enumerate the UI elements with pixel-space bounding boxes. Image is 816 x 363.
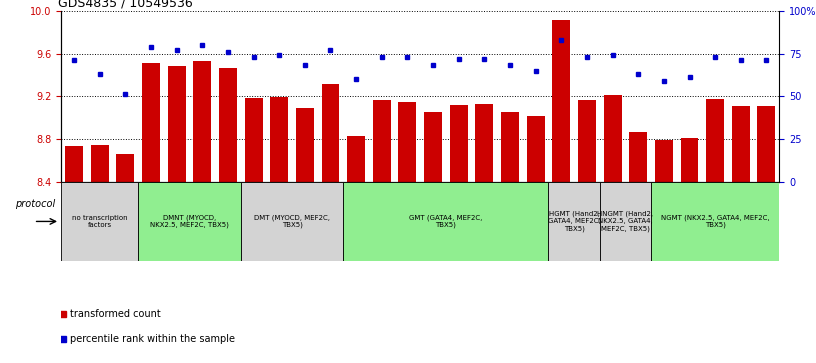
Bar	[219, 69, 237, 182]
Text: GSM1100519: GSM1100519	[71, 182, 77, 229]
Bar	[142, 63, 160, 182]
Text: DMNT (MYOCD,
NKX2.5, MEF2C, TBX5): DMNT (MYOCD, NKX2.5, MEF2C, TBX5)	[150, 215, 228, 228]
Text: GSM1100521: GSM1100521	[122, 182, 128, 228]
Bar	[373, 101, 391, 182]
Text: GSM1100525: GSM1100525	[661, 182, 667, 228]
Text: GSM1100530: GSM1100530	[405, 182, 410, 229]
Text: NGMT (NKX2.5, GATA4, MEF2C,
TBX5): NGMT (NKX2.5, GATA4, MEF2C, TBX5)	[661, 215, 769, 228]
Bar	[552, 20, 570, 182]
Bar	[65, 146, 83, 182]
Bar	[450, 105, 468, 182]
Bar	[578, 101, 596, 182]
Text: HNGMT (Hand2,
NKX2.5, GATA4,
MEF2C, TBX5): HNGMT (Hand2, NKX2.5, GATA4, MEF2C, TBX5…	[597, 211, 654, 232]
Text: transformed count: transformed count	[70, 309, 161, 319]
Text: GSM1100532: GSM1100532	[455, 182, 462, 228]
FancyBboxPatch shape	[138, 182, 241, 261]
Bar	[757, 106, 775, 182]
Bar	[501, 112, 519, 182]
Text: GSM1100529: GSM1100529	[302, 182, 308, 228]
Text: GSM1100538: GSM1100538	[533, 182, 539, 229]
Bar	[424, 112, 442, 182]
Text: GSM1100533: GSM1100533	[712, 182, 718, 229]
Text: GSM1102649: GSM1102649	[610, 182, 615, 228]
Text: DMT (MYOCD, MEF2C,
TBX5): DMT (MYOCD, MEF2C, TBX5)	[254, 215, 330, 228]
Bar	[629, 132, 647, 182]
Text: GSM1100542: GSM1100542	[148, 182, 154, 228]
Bar	[706, 99, 724, 182]
Bar	[322, 85, 339, 182]
Text: GSM1100535: GSM1100535	[764, 182, 769, 228]
FancyBboxPatch shape	[344, 182, 548, 261]
Bar	[526, 117, 544, 182]
Bar	[604, 95, 622, 182]
Bar	[167, 66, 185, 182]
Bar	[296, 108, 314, 182]
Text: GDS4835 / 10549536: GDS4835 / 10549536	[58, 0, 193, 10]
Bar	[91, 145, 109, 182]
Text: HGMT (Hand2,
GATA4, MEF2C,
TBX5): HGMT (Hand2, GATA4, MEF2C, TBX5)	[548, 211, 601, 232]
Text: GSM1100531: GSM1100531	[430, 182, 436, 229]
Text: GSM1100523: GSM1100523	[379, 182, 385, 228]
Bar	[681, 138, 698, 182]
Text: GSM1100541: GSM1100541	[327, 182, 334, 228]
FancyBboxPatch shape	[61, 182, 138, 261]
Text: GSM1100545: GSM1100545	[225, 182, 231, 228]
FancyBboxPatch shape	[548, 182, 600, 261]
Text: GSM1100537: GSM1100537	[507, 182, 513, 229]
Text: protocol: protocol	[16, 199, 55, 209]
Text: GSM1100536: GSM1100536	[481, 182, 487, 229]
Text: GSM1100526: GSM1100526	[686, 182, 693, 228]
Bar	[732, 106, 750, 182]
FancyBboxPatch shape	[241, 182, 344, 261]
Text: GSM1100539: GSM1100539	[558, 182, 565, 229]
Bar	[117, 154, 135, 182]
Text: GMT (GATA4, MEF2C,
TBX5): GMT (GATA4, MEF2C, TBX5)	[409, 215, 482, 228]
Text: no transcription
factors: no transcription factors	[72, 215, 127, 228]
Text: GSM1100527: GSM1100527	[251, 182, 256, 228]
Text: GSM1100540: GSM1100540	[584, 182, 590, 228]
Bar	[655, 140, 673, 182]
Bar	[270, 97, 288, 182]
Bar	[347, 136, 365, 182]
Text: GSM1100543: GSM1100543	[174, 182, 180, 228]
Text: GSM1100534: GSM1100534	[738, 182, 744, 228]
Text: percentile rank within the sample: percentile rank within the sample	[70, 334, 235, 344]
Text: GSM1100528: GSM1100528	[276, 182, 282, 228]
FancyBboxPatch shape	[600, 182, 651, 261]
Bar	[476, 104, 494, 182]
FancyBboxPatch shape	[651, 182, 779, 261]
Text: GSM1100520: GSM1100520	[96, 182, 103, 228]
Bar	[245, 98, 263, 182]
Bar	[193, 61, 211, 182]
Text: GSM1100524: GSM1100524	[635, 182, 641, 228]
Bar	[398, 102, 416, 182]
Text: GSM1100544: GSM1100544	[199, 182, 206, 228]
Text: GSM1100522: GSM1100522	[353, 182, 359, 228]
